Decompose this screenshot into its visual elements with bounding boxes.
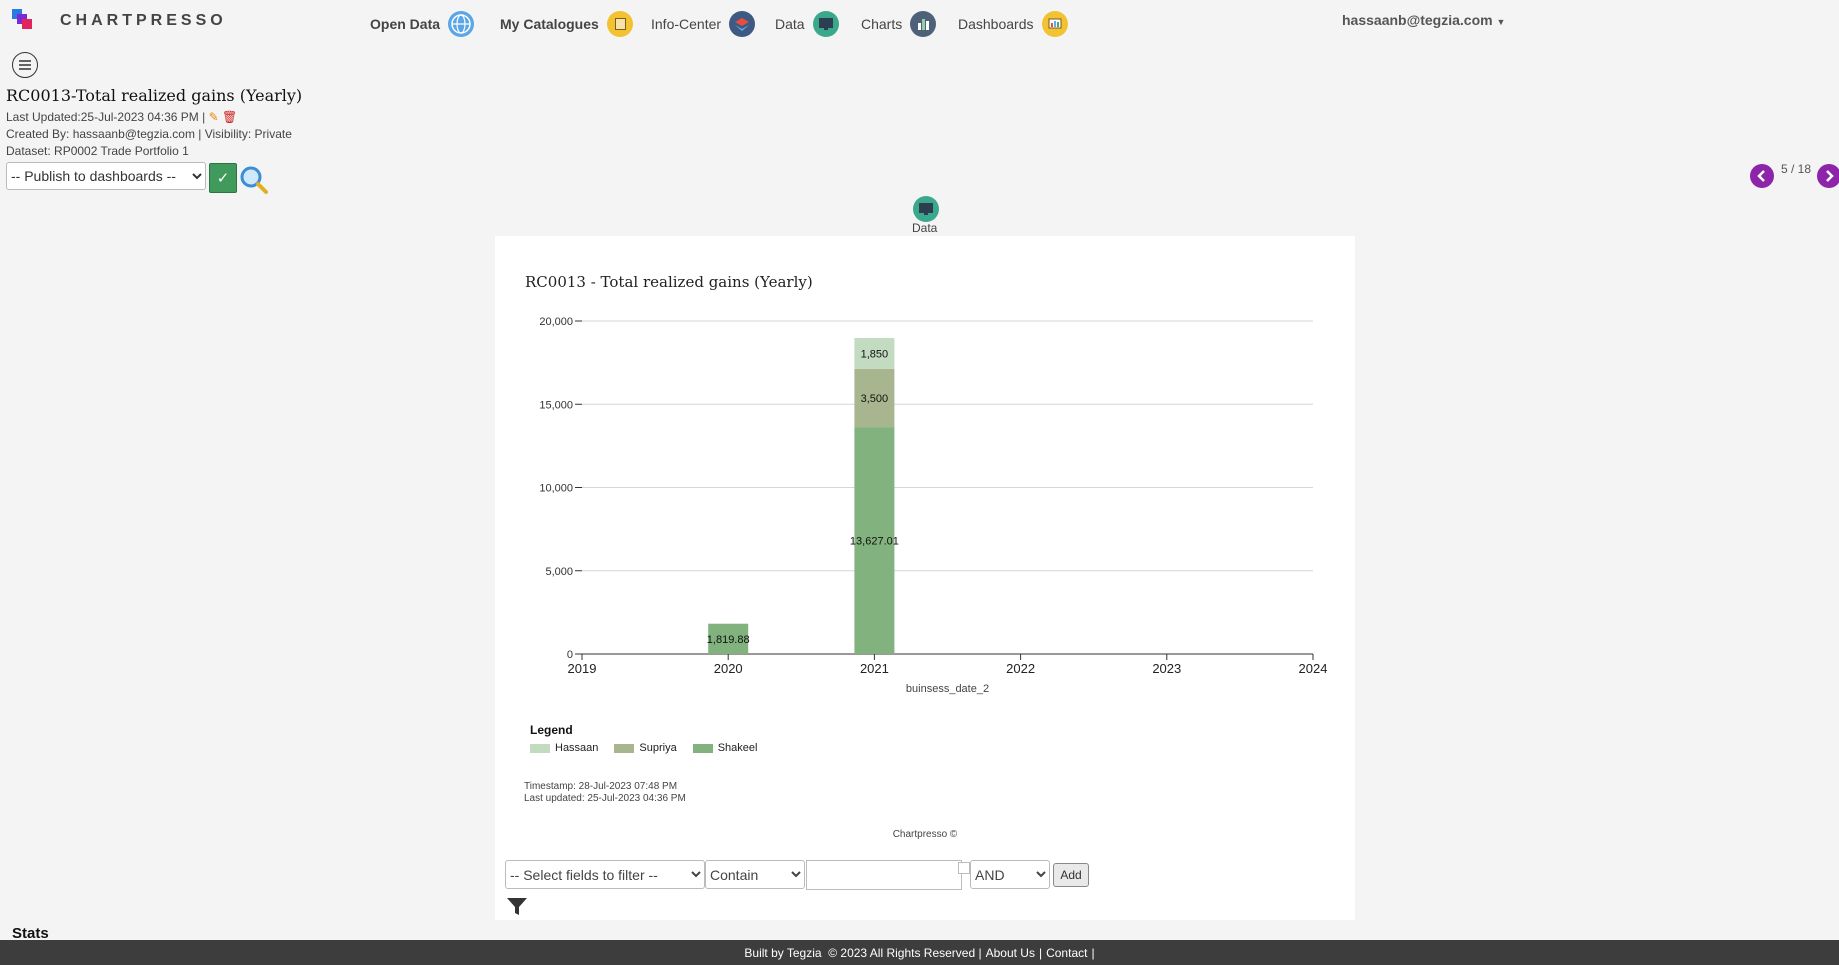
hamburger-icon xyxy=(19,60,31,70)
bar-segment-hassaan xyxy=(854,338,895,369)
y-tick-label: 20,000 xyxy=(539,316,573,328)
legend-item-hassaan: Hassaan xyxy=(530,742,598,754)
y-tick-label: 5,000 xyxy=(545,566,573,578)
data-label: 1,819.88 xyxy=(707,634,750,646)
x-tick-label: 2024 xyxy=(1299,661,1328,676)
nav-data-label: Data xyxy=(775,16,805,32)
data-view-label[interactable]: Data xyxy=(912,221,938,235)
data-label: 3,500 xyxy=(861,393,889,405)
filter-funnel-icon[interactable] xyxy=(505,894,529,918)
chart-credit: Chartpresso © xyxy=(892,829,958,840)
data-label: 13,627.01 xyxy=(850,536,899,548)
monitor-icon xyxy=(812,11,839,37)
chevron-left-icon xyxy=(1757,170,1765,182)
y-tick-label: 0 xyxy=(567,649,573,661)
layers-icon xyxy=(729,11,756,37)
catalogue-icon xyxy=(606,11,633,37)
delete-trash-icon[interactable]: 🗑 xyxy=(222,110,238,124)
filter-checkbox[interactable] xyxy=(958,862,970,874)
x-tick-label: 2023 xyxy=(1152,661,1181,676)
chart-panel: RC0013 - Total realized gains (Yearly) 0… xyxy=(495,236,1355,920)
next-page-button[interactable] xyxy=(1817,164,1839,188)
globe-icon xyxy=(448,11,475,37)
nav-info-center-label: Info-Center xyxy=(651,16,722,32)
nav-info-center[interactable]: Info-Center xyxy=(651,11,756,37)
add-filter-button[interactable]: Add xyxy=(1053,863,1089,887)
x-tick-label: 2020 xyxy=(714,661,743,676)
footer: Built by Tegzia © 2023 All Rights Reserv… xyxy=(0,940,1839,965)
hamburger-menu-button[interactable] xyxy=(12,52,38,78)
legend-title: Legend xyxy=(530,723,573,737)
prev-page-button[interactable] xyxy=(1750,164,1774,188)
bar-segment-shakeel xyxy=(708,623,749,654)
publish-confirm-button[interactable]: ✓ xyxy=(209,163,237,193)
x-tick-label: 2019 xyxy=(568,661,597,676)
legend-swatch xyxy=(530,743,550,753)
legend-label: Hassaan xyxy=(555,742,599,754)
stats-heading: Stats xyxy=(12,925,49,942)
nav-my-catalogues-label: My Catalogues xyxy=(500,16,599,32)
chevron-right-icon xyxy=(1826,170,1834,182)
pager-text: 5 / 18 xyxy=(1781,162,1812,176)
x-axis-label: buinsess_date_2 xyxy=(906,683,989,695)
logo-icon xyxy=(12,9,32,29)
page-title: RC0013-Total realized gains (Yearly) xyxy=(6,86,303,105)
legend-label: Supriya xyxy=(639,742,677,754)
nav-open-data-label: Open Data xyxy=(370,16,441,32)
legend: Hassaan Supriya Shakeel xyxy=(530,742,757,754)
filter-operator-select[interactable]: Contain xyxy=(705,860,805,889)
last-updated-stamp: Last updated: 25-Jul-2023 04:36 PM xyxy=(524,793,686,804)
footer-separator: | xyxy=(1091,945,1095,960)
dashboard-icon xyxy=(1041,11,1068,37)
footer-about-link[interactable]: About Us xyxy=(985,945,1035,960)
data-view-icon[interactable] xyxy=(913,196,939,222)
bar-segment-supriya xyxy=(854,368,895,428)
user-menu[interactable]: hassaanb@tegzia.com ▼ xyxy=(1342,12,1505,28)
data-label: 1,850 xyxy=(861,348,889,360)
chart-title: RC0013 - Total realized gains (Yearly) xyxy=(525,273,813,291)
x-tick-label: 2022 xyxy=(1006,661,1035,676)
footer-separator: | xyxy=(1038,945,1043,960)
last-updated-text: Last Updated:25-Jul-2023 04:36 PM | xyxy=(6,110,206,124)
timestamp-text: Timestamp: 28-Jul-2023 07:48 PM xyxy=(524,781,678,792)
legend-item-shakeel: Shakeel xyxy=(692,742,758,754)
nav-data[interactable]: Data xyxy=(775,11,839,37)
nav-charts-label: Charts xyxy=(861,16,903,32)
nav-charts[interactable]: Charts xyxy=(861,11,937,37)
publish-dashboard-select[interactable]: -- Publish to dashboards -- xyxy=(6,162,206,190)
nav-open-data[interactable]: Open Data xyxy=(370,11,475,37)
nav-dashboards[interactable]: Dashboards xyxy=(958,11,1068,37)
y-tick-label: 15,000 xyxy=(539,399,573,411)
edit-pencil-icon[interactable]: ✎ xyxy=(208,110,219,124)
created-by-text: Created By: hassaanb@tegzia.com | Visibi… xyxy=(6,127,292,141)
bar-chart: 0 5,000 10,000 15,000 20,000 2019 2020 2021 2022… xyxy=(539,316,1328,695)
bar-segment-shakeel xyxy=(854,427,895,654)
dataset-text: Dataset: RP0002 Trade Portfolio 1 xyxy=(6,144,189,158)
legend-swatch xyxy=(692,743,713,753)
filter-logic-select[interactable]: AND xyxy=(970,860,1050,889)
app-logo-text[interactable]: CHARTPRESSO xyxy=(60,12,227,29)
search-icon[interactable] xyxy=(238,164,270,196)
filter-value-input[interactable] xyxy=(806,860,962,890)
y-tick-label: 10,000 xyxy=(539,483,573,495)
last-updated-row: Last Updated:25-Jul-2023 04:36 PM | ✎ 🗑 xyxy=(6,110,237,124)
legend-swatch xyxy=(614,743,635,753)
footer-contact-link[interactable]: Contact xyxy=(1046,945,1088,960)
x-tick-label: 2021 xyxy=(860,661,889,676)
bar-chart-icon xyxy=(910,11,937,37)
footer-built-by: Built by Tegzia © 2023 All Rights Reserv… xyxy=(744,945,982,960)
caret-down-icon: ▼ xyxy=(1496,17,1506,27)
legend-item-supriya: Supriya xyxy=(614,742,677,754)
user-email: hassaanb@tegzia.com xyxy=(1342,12,1493,28)
nav-my-catalogues[interactable]: My Catalogues xyxy=(500,11,633,37)
filter-field-select[interactable]: -- Select fields to filter -- xyxy=(505,860,705,889)
nav-dashboards-label: Dashboards xyxy=(958,16,1034,32)
legend-label: Shakeel xyxy=(717,742,758,754)
